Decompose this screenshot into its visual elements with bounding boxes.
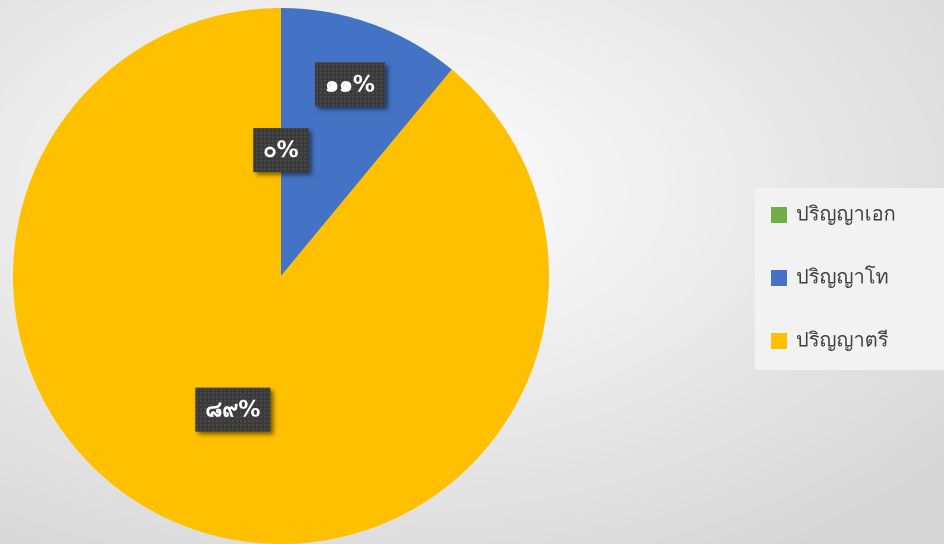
data-label: ๘๙% xyxy=(195,387,271,432)
legend-label: ปริญญาเอก xyxy=(796,202,896,226)
legend-swatch xyxy=(771,333,787,349)
data-label-text: ๐% xyxy=(263,138,298,163)
data-label-box xyxy=(253,128,309,173)
legend-swatch xyxy=(771,207,787,223)
pie-slice xyxy=(12,8,549,544)
data-label: ๑๑% xyxy=(315,62,385,107)
data-label-box xyxy=(315,62,385,107)
data-label: ๐% xyxy=(253,128,309,173)
data-label-text: ๑๑% xyxy=(325,72,375,97)
legend-swatch xyxy=(771,270,787,286)
data-label-text: ๘๙% xyxy=(205,398,260,423)
legend-label: ปริญญาตรี xyxy=(796,328,889,352)
data-label-box xyxy=(195,387,271,432)
legend-label: ปริญญาโท xyxy=(796,265,889,289)
